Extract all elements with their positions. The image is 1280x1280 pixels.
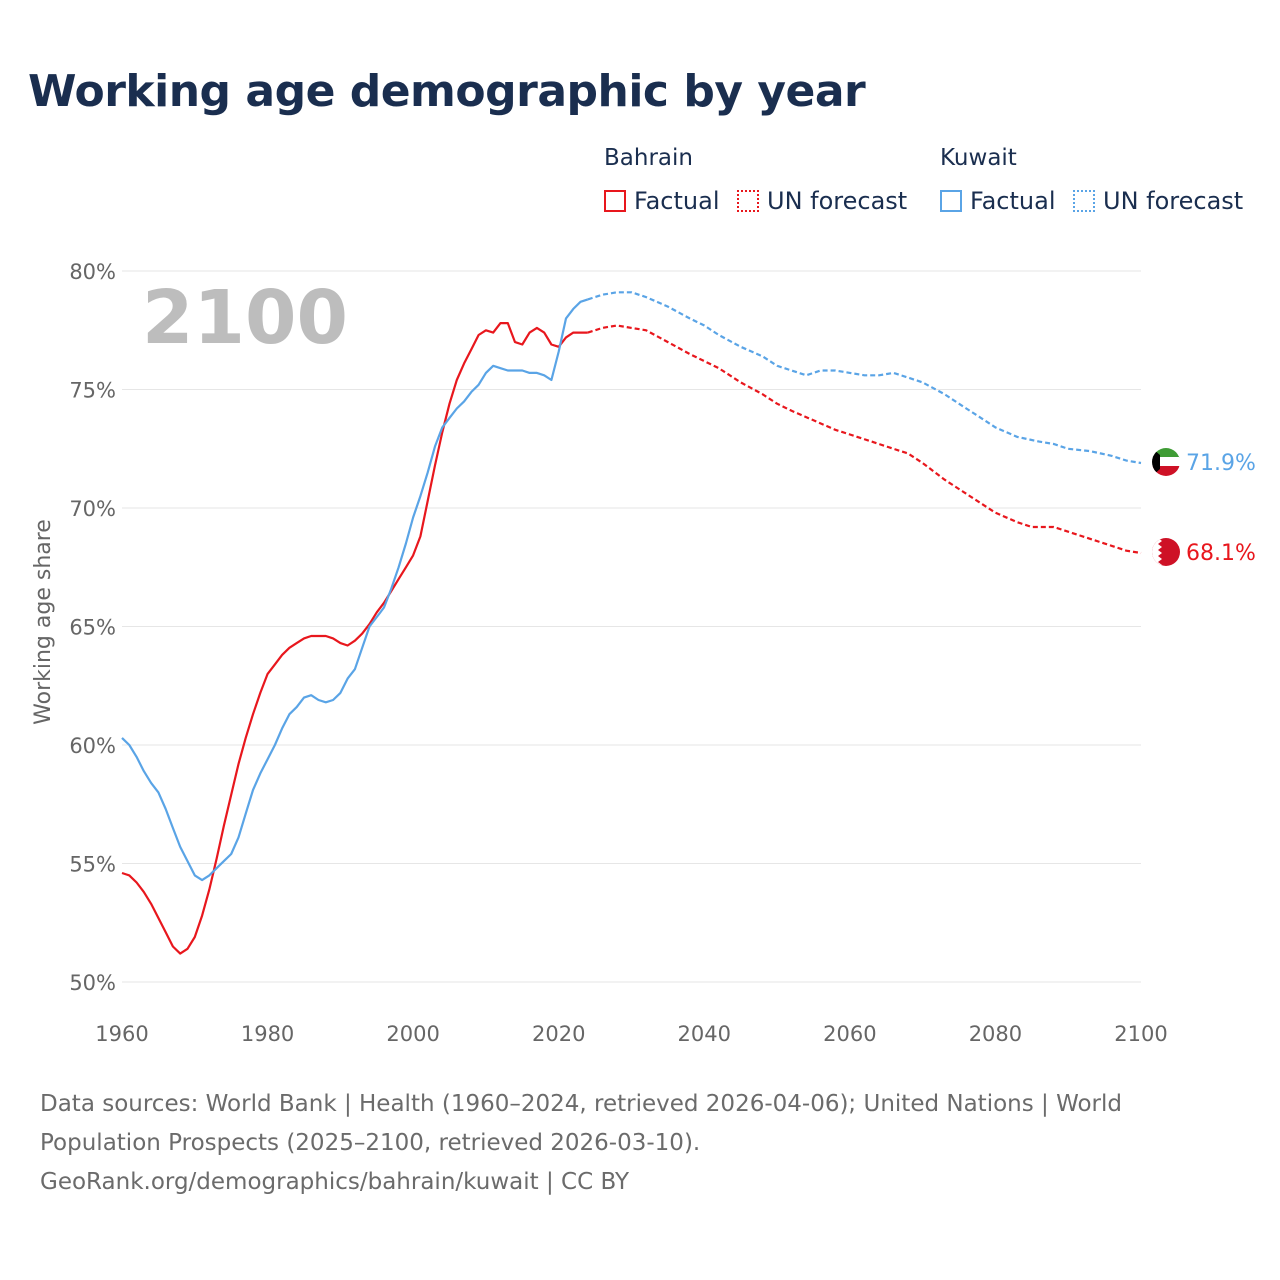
footer-line: Data sources: World Bank | Health (1960–…	[40, 1091, 1122, 1117]
bahrain-flag-icon	[1152, 538, 1180, 566]
y-tick-label: 75%	[69, 379, 116, 403]
legend-label: UN forecast	[767, 187, 908, 215]
y-tick-label: 60%	[69, 734, 116, 758]
footer-line: GeoRank.org/demographics/bahrain/kuwait …	[40, 1169, 630, 1195]
legend-bahrain-forecast[interactable]: UN forecast	[737, 186, 907, 216]
legend-swatch-dotted	[1073, 190, 1095, 212]
x-axis-ticks: 1960 1980 2000 2020 2040 2060 2080 2100	[95, 1022, 1167, 1046]
kuwait-flag-icon	[1152, 448, 1180, 476]
year-display: 2100	[142, 275, 348, 361]
bahrain-end-label: 68.1%	[1186, 541, 1256, 566]
chart-title: Working age demographic by year	[28, 66, 866, 117]
bahrain-factual-line[interactable]	[121, 322, 588, 955]
x-tick-label: 2000	[386, 1022, 439, 1046]
kuwait-factual-line[interactable]	[121, 298, 589, 882]
legend-swatch-solid	[940, 190, 962, 212]
legend-group-kuwait: Kuwait	[940, 145, 1017, 171]
legend-group-bahrain: Bahrain	[604, 145, 693, 171]
y-tick-label: 70%	[69, 497, 116, 521]
y-tick-label: 80%	[69, 260, 116, 284]
legend-bahrain-factual[interactable]: Factual	[604, 186, 720, 216]
x-tick-label: 2060	[823, 1022, 876, 1046]
x-tick-label: 1980	[241, 1022, 294, 1046]
kuwait-forecast-line[interactable]	[587, 291, 1142, 465]
legend-swatch-solid	[604, 190, 626, 212]
y-tick-label: 50%	[69, 971, 116, 995]
footer-line: Population Prospects (2025–2100, retriev…	[40, 1130, 701, 1156]
kuwait-end-label: 71.9%	[1186, 451, 1256, 476]
y-tick-label: 55%	[69, 853, 116, 877]
footer-source: Data sources: World Bank | Health (1960–…	[40, 1085, 1200, 1202]
legend-swatch-dotted	[737, 190, 759, 212]
gridlines	[122, 270, 1141, 983]
legend-kuwait-factual[interactable]: Factual	[940, 186, 1056, 216]
x-tick-label: 1960	[95, 1022, 148, 1046]
legend-label: Factual	[970, 187, 1056, 215]
bahrain-forecast-line[interactable]	[587, 324, 1142, 555]
y-axis-ticks: 50% 55% 60% 65% 70% 75% 80%	[69, 260, 116, 995]
x-tick-label: 2040	[678, 1022, 731, 1046]
x-tick-label: 2080	[969, 1022, 1022, 1046]
y-axis-label: Working age share	[31, 519, 56, 725]
legend-label: UN forecast	[1103, 187, 1244, 215]
x-tick-label: 2020	[532, 1022, 585, 1046]
legend-kuwait-forecast[interactable]: UN forecast	[1073, 186, 1243, 216]
y-tick-label: 65%	[69, 616, 116, 640]
legend-label: Factual	[634, 187, 720, 215]
line-chart: 50% 55% 60% 65% 70% 75% 80% 1960 1980 2000 2020 20…	[31, 260, 1256, 1046]
series-lines	[121, 291, 1142, 955]
x-tick-label: 2100	[1114, 1022, 1167, 1046]
